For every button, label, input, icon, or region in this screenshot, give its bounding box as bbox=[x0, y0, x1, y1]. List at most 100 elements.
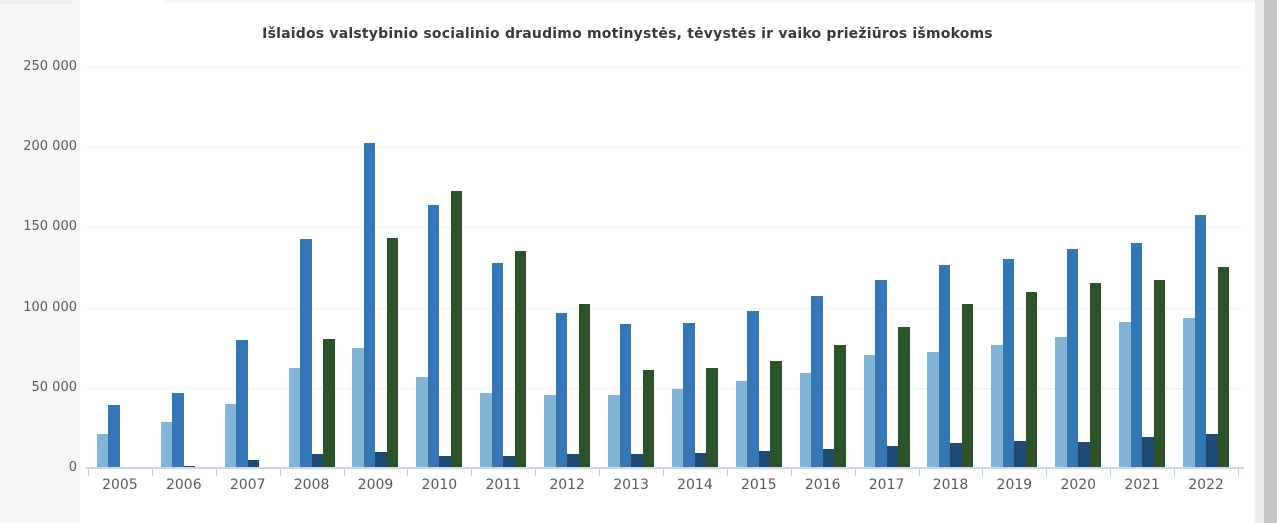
axis-tick bbox=[407, 469, 409, 476]
chart-title: Išlaidos valstybinio socialinio draudimo… bbox=[262, 26, 993, 42]
dark-navy-series-bar bbox=[1142, 437, 1154, 468]
dark-green-series-bar bbox=[386, 238, 399, 468]
bar-group-2011 bbox=[471, 67, 535, 468]
dark-green-series-bar bbox=[961, 304, 974, 468]
x-axis-label: 2013 bbox=[613, 477, 649, 493]
dark-navy-series-bar bbox=[1206, 434, 1218, 468]
x-axis-label: 2019 bbox=[996, 477, 1033, 493]
dark-green-series-bar bbox=[706, 368, 718, 468]
dark-green-series-bar bbox=[642, 370, 655, 468]
axis-tick bbox=[343, 469, 345, 476]
medium-blue-series-bar bbox=[491, 263, 504, 468]
dark-green-series-bar bbox=[323, 339, 335, 468]
gridline bbox=[86, 387, 1242, 389]
x-axis-label: 2010 bbox=[421, 477, 458, 493]
light-blue-series-bar bbox=[288, 368, 301, 468]
light-blue-series-bar bbox=[991, 345, 1003, 468]
gridline bbox=[86, 147, 1242, 149]
dark-navy-series-bar bbox=[311, 454, 324, 468]
y-axis-label: 150 000 bbox=[23, 219, 77, 235]
bar-group-2022 bbox=[1174, 67, 1238, 468]
dark-navy-series-bar bbox=[439, 456, 451, 468]
light-blue-series-bar bbox=[352, 348, 364, 468]
dark-navy-series-bar bbox=[247, 460, 260, 468]
axis-tick bbox=[790, 469, 792, 476]
bar-group-2007 bbox=[216, 67, 280, 468]
light-blue-series-bar bbox=[608, 395, 620, 468]
dark-green-series-bar bbox=[834, 345, 846, 468]
dark-navy-series-bar bbox=[694, 453, 707, 468]
axis-tick bbox=[1110, 469, 1112, 476]
gridline bbox=[86, 67, 1242, 68]
bar-group-2015 bbox=[727, 67, 791, 468]
medium-blue-series-bar bbox=[172, 393, 184, 468]
bar-group-2020 bbox=[1046, 67, 1110, 468]
dark-navy-series-bar bbox=[1014, 441, 1026, 468]
dark-green-series-bar bbox=[1217, 267, 1230, 468]
bar-group-2009 bbox=[344, 67, 408, 468]
medium-blue-series-bar bbox=[811, 296, 823, 468]
axis-tick bbox=[88, 469, 89, 476]
medium-blue-series-bar bbox=[1130, 243, 1143, 468]
y-axis-label: 200 000 bbox=[23, 139, 77, 155]
x-axis-label: 2005 bbox=[102, 477, 138, 493]
x-axis-label: 2008 bbox=[293, 477, 330, 493]
axis-tick bbox=[854, 469, 856, 476]
y-axis-label: 50 000 bbox=[31, 379, 78, 395]
medium-blue-series-bar bbox=[619, 324, 632, 468]
bar-group-2016 bbox=[791, 67, 855, 468]
axis-tick bbox=[535, 469, 537, 476]
light-blue-series-bar bbox=[1055, 337, 1067, 468]
x-axis-labels: 2005 2006 2007 2008 2009 2010 2011 2012 2013 2014… bbox=[88, 477, 1238, 497]
bar-group-2021 bbox=[1110, 67, 1174, 468]
dark-green-series-bar bbox=[1089, 283, 1102, 468]
axis-tick bbox=[1238, 469, 1239, 476]
medium-blue-series-bar bbox=[300, 239, 312, 468]
left-margin bbox=[0, 0, 80, 523]
scrollbar-thumb[interactable] bbox=[1264, 0, 1277, 523]
dark-navy-series-bar bbox=[886, 446, 899, 468]
x-axis-label: 2007 bbox=[229, 477, 266, 493]
axis-tick bbox=[982, 469, 984, 476]
light-blue-series-bar bbox=[96, 434, 109, 468]
axis-tick bbox=[215, 469, 217, 476]
x-axis-label: 2020 bbox=[1060, 477, 1097, 493]
axis-tick bbox=[1046, 469, 1048, 476]
bar-group-2014 bbox=[663, 67, 727, 468]
dark-navy-series-bar bbox=[375, 452, 387, 468]
dark-navy-series-bar bbox=[758, 451, 771, 468]
x-axis-label: 2009 bbox=[357, 477, 394, 493]
bar-group-2008 bbox=[280, 67, 344, 468]
y-axis-label: 250 000 bbox=[23, 59, 77, 74]
bar-group-2012 bbox=[535, 67, 599, 468]
light-blue-series-bar bbox=[799, 373, 812, 468]
medium-blue-series-bar bbox=[1194, 215, 1207, 468]
dark-navy-series-bar bbox=[567, 454, 579, 468]
medium-blue-series-bar bbox=[938, 265, 951, 468]
y-axis-label: 0 bbox=[68, 460, 77, 475]
medium-blue-series-bar bbox=[683, 323, 695, 468]
bar-group-2018 bbox=[919, 67, 983, 468]
x-axis-label: 2016 bbox=[804, 477, 841, 493]
dark-green-series-bar bbox=[450, 191, 463, 468]
medium-blue-series-bar bbox=[1066, 249, 1079, 468]
dark-navy-series-bar bbox=[503, 456, 515, 468]
axis-tick bbox=[279, 469, 281, 476]
scrollbar-track bbox=[1255, 0, 1264, 523]
medium-blue-series-bar bbox=[236, 340, 248, 468]
medium-blue-series-bar bbox=[875, 280, 887, 468]
medium-blue-series-bar bbox=[363, 143, 376, 468]
x-axis-line bbox=[86, 467, 1244, 469]
axis-tick bbox=[726, 469, 728, 476]
axis-tick bbox=[471, 469, 473, 476]
axis-tick bbox=[1174, 469, 1176, 476]
gridline bbox=[86, 307, 1242, 309]
axis-tick bbox=[663, 469, 664, 476]
x-axis-label: 2017 bbox=[868, 477, 905, 493]
dark-navy-series-bar bbox=[1078, 442, 1090, 468]
x-axis-label: 2021 bbox=[1124, 477, 1160, 493]
dark-green-series-bar bbox=[1025, 292, 1038, 468]
light-blue-series-bar bbox=[416, 377, 428, 468]
bar-group-2006 bbox=[152, 67, 216, 468]
top-edge-fragment-right bbox=[165, 0, 1255, 3]
